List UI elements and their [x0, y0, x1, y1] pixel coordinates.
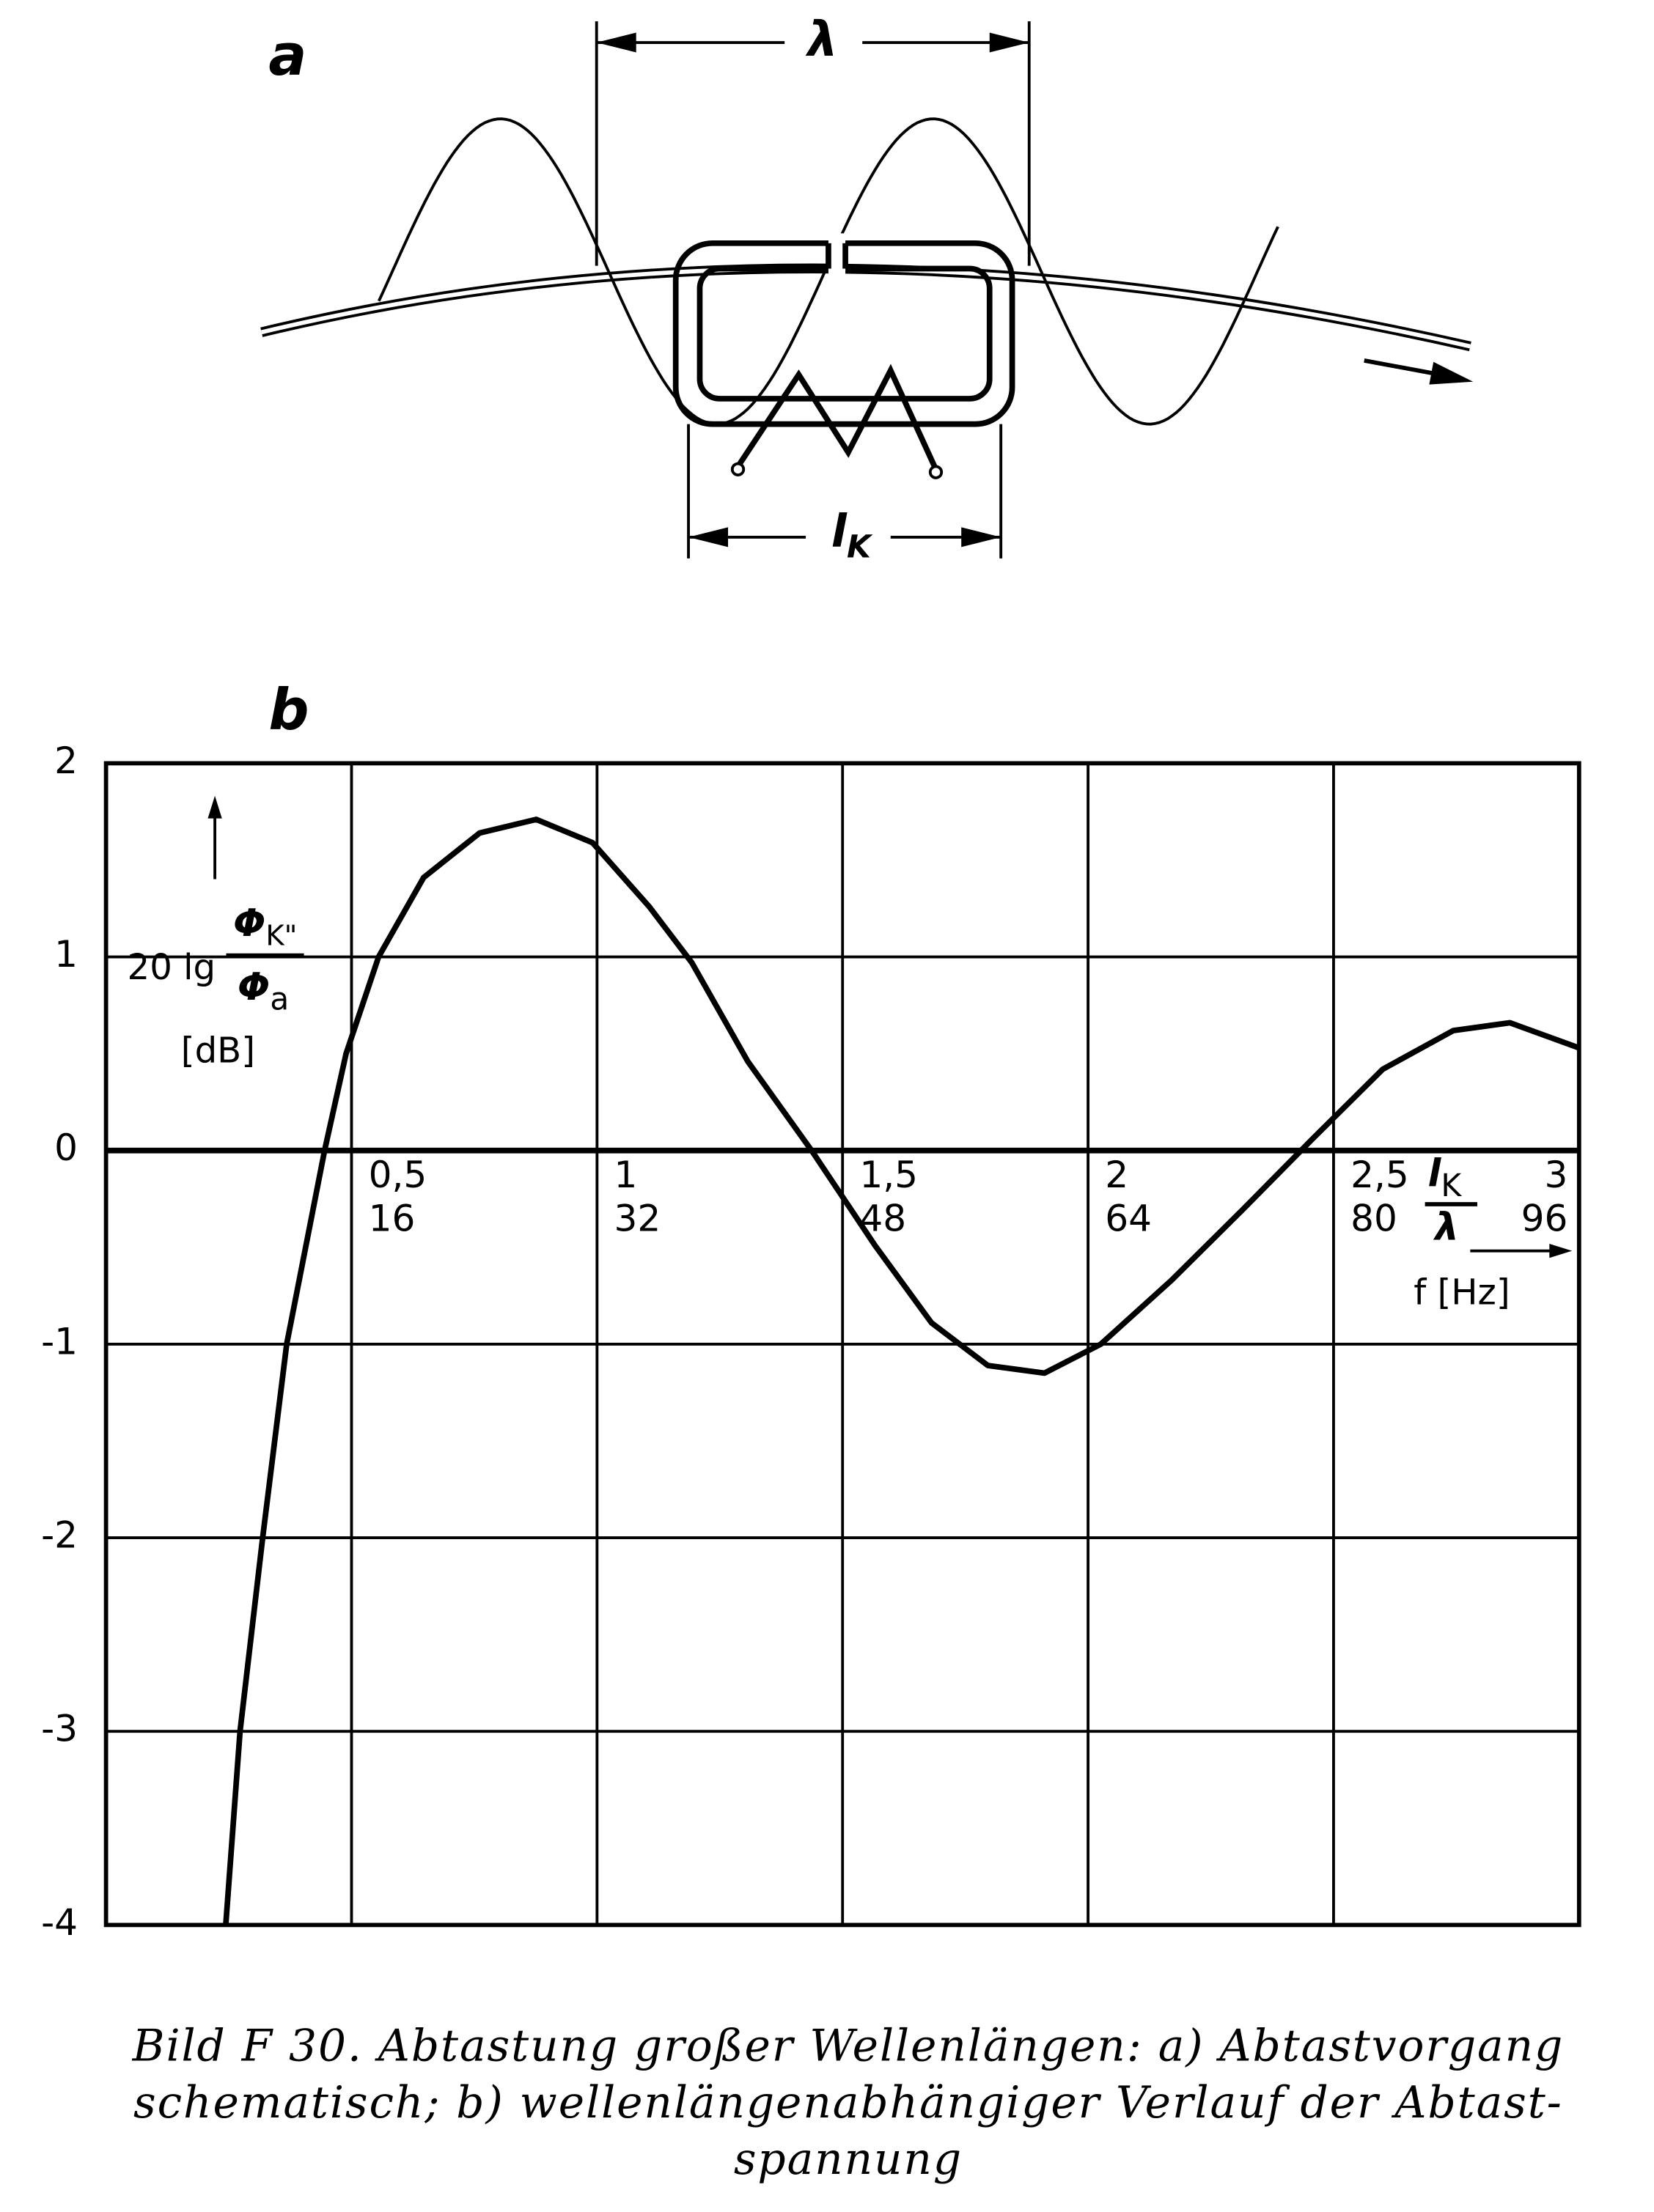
x2-tick-label: 64: [1105, 1197, 1152, 1240]
panel-label: a: [268, 23, 306, 89]
caption-line: spannung: [734, 2134, 963, 2185]
y-tick-label: 2: [54, 739, 78, 782]
x-tick-label: 2,5: [1350, 1153, 1409, 1196]
x-axis-label: λ: [1433, 1206, 1459, 1250]
x-axis-label: lK: [1427, 1151, 1462, 1203]
y-tick-label: -2: [41, 1514, 78, 1557]
x2-tick-label: 96: [1521, 1197, 1568, 1240]
x2-axis-label: f [Hz]: [1414, 1272, 1510, 1313]
data-line: [223, 816, 1581, 1925]
x2-tick-label: 16: [369, 1197, 416, 1240]
x-tick-label: 1,5: [859, 1153, 918, 1196]
y-tick-label: -1: [41, 1319, 78, 1363]
y-axis-label: Φa: [238, 965, 289, 1017]
diagram: a λ lK: [260, 12, 1474, 565]
x-tick-label: 2: [1105, 1153, 1128, 1196]
y-tick-label: 1: [54, 932, 78, 976]
y-axis-label: 20 lg: [128, 947, 216, 988]
terminal: [928, 465, 944, 479]
x2-tick-label: 32: [614, 1197, 661, 1240]
caption-line: schematisch; b) wellenlängenabhängiger V…: [133, 2078, 1563, 2128]
length-label: lK: [831, 505, 873, 565]
coil: [735, 364, 938, 471]
x-tick-label: 1: [614, 1153, 637, 1196]
terminal: [730, 462, 746, 476]
x2-tick-label: 80: [1350, 1197, 1397, 1240]
plot-frame: [103, 761, 1581, 1928]
head-gap: [828, 233, 846, 276]
arrowhead: [1429, 361, 1474, 385]
y-tick-label: 0: [54, 1126, 78, 1169]
wavelength-label: λ: [805, 12, 837, 67]
y-axis-label: ΦK": [233, 902, 297, 952]
y-axis-label: [dB]: [181, 1031, 255, 1072]
caption-line: Bild F 30. Abtastung großer Wellenlängen…: [132, 2021, 1565, 2072]
head-inner: [696, 265, 993, 402]
caption: Bild F 30. Abtastung großer Wellenlängen…: [132, 2021, 1565, 2185]
y-tick-label: -3: [41, 1707, 78, 1750]
chart: b 20 lg ΦK" Φa [dB] lK λ f [Hz] -4 -3 -2 -1…: [41, 677, 1581, 1944]
y-tick-label: -4: [41, 1901, 78, 1944]
panel-label: b: [268, 677, 309, 743]
tape: [260, 263, 1471, 352]
arrowhead: [1549, 1244, 1573, 1258]
x-tick-label: 0,5: [369, 1153, 427, 1196]
x-tick-label: 3: [1544, 1153, 1567, 1196]
arrowhead: [207, 795, 222, 819]
